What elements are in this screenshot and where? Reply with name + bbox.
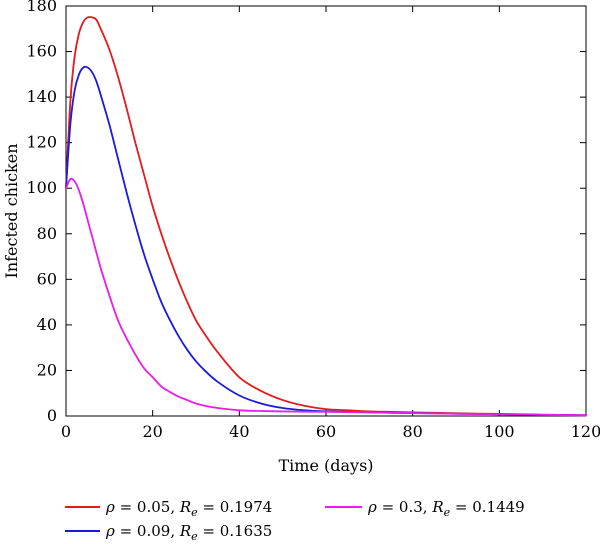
series-line-rho-0-05 [65, 16, 587, 417]
x-tick-label: 20 [142, 422, 162, 441]
y-tick-label: 120 [26, 133, 57, 152]
x-tick-label: 40 [229, 422, 249, 441]
legend-entry-rho-0-05: ρ = 0.05, Re = 0.1974 [65, 498, 272, 519]
x-tick-label: 80 [402, 422, 422, 441]
x-tick-label: 100 [484, 422, 515, 441]
y-tick-label: 140 [26, 87, 57, 106]
axis-ticks: 0 20 40 60 80 100 120 0 20 40 60 80 100 120 140 160 180 [26, 0, 600, 441]
legend-label-rho-0-05: ρ = 0.05, Re = 0.1974 [105, 498, 272, 519]
legend-label-rho-0-3: ρ = 0.3, Re = 0.1449 [367, 498, 525, 519]
legend-label-rho-0-09: ρ = 0.09, Re = 0.1635 [105, 522, 272, 543]
legend-entry-rho-0-3: ρ = 0.3, Re = 0.1449 [325, 498, 525, 519]
x-tick-label: 60 [316, 422, 336, 441]
y-tick-label: 180 [26, 0, 57, 15]
plot-area [65, 5, 587, 417]
y-tick-label: 160 [26, 42, 57, 61]
x-tick-label: 120 [571, 422, 600, 441]
x-tick-label: 0 [61, 422, 71, 441]
y-tick-label: 0 [47, 406, 57, 425]
y-tick-label: 20 [37, 360, 57, 379]
series-lines [65, 16, 587, 417]
x-axis-label: Time (days) [278, 456, 373, 475]
y-tick-label: 100 [26, 178, 57, 197]
legend: ρ = 0.05, Re = 0.1974 ρ = 0.09, Re = 0.1… [65, 498, 525, 543]
y-tick-label: 80 [37, 224, 57, 243]
y-tick-label: 60 [37, 269, 57, 288]
legend-entry-rho-0-09: ρ = 0.09, Re = 0.1635 [65, 522, 272, 543]
y-axis-label: Infected chicken [2, 143, 21, 278]
series-line-rho-0-3 [65, 177, 587, 417]
y-tick-label: 40 [37, 315, 57, 334]
